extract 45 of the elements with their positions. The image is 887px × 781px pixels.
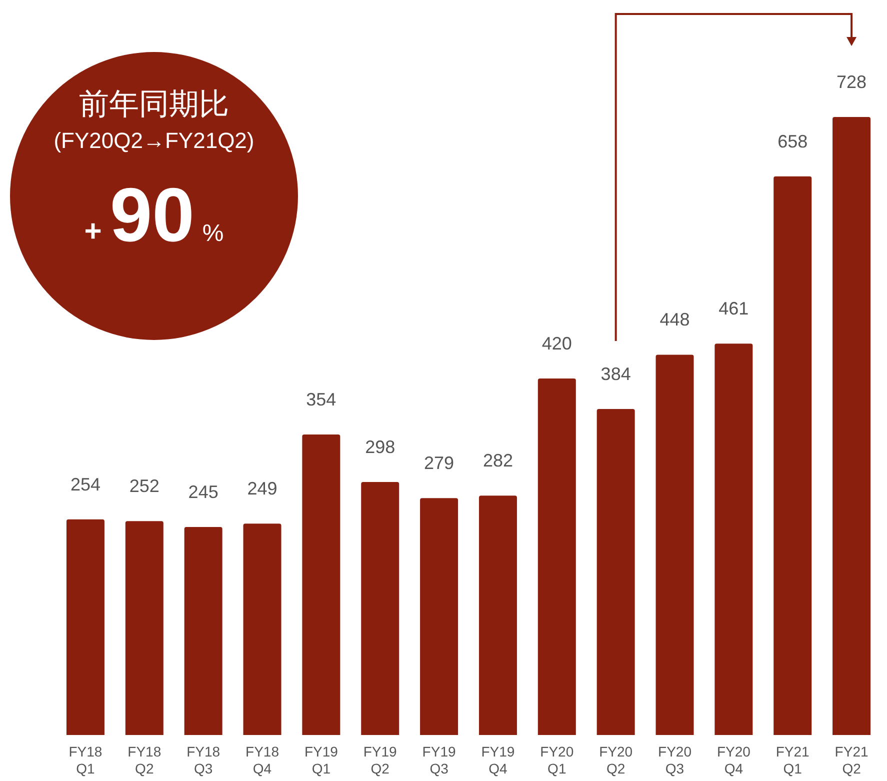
x-tick-label: FY19 Q1 [304, 744, 338, 776]
x-tick-label: FY20 Q2 [599, 744, 633, 776]
bar [538, 378, 576, 735]
bar [832, 117, 871, 735]
data-label: 245 [188, 482, 218, 502]
bar [774, 176, 812, 735]
data-label: 420 [542, 333, 572, 354]
annotation: 前年同期比 [78, 87, 230, 123]
bar [184, 527, 222, 735]
annotation: (FY20Q2→FY21Q2) [52, 128, 256, 154]
data-label: 461 [718, 298, 749, 319]
data-label: 252 [129, 476, 160, 496]
x-tick-label: FY18 Q4 [246, 744, 280, 776]
x-tick-label: FY19 Q2 [363, 744, 398, 776]
x-tick-label: FY20 Q3 [658, 744, 692, 776]
bar [596, 409, 635, 735]
data-label: 249 [247, 478, 278, 499]
annotation: +90% [84, 173, 224, 258]
x-tick-label: FY21 Q1 [776, 744, 810, 776]
data-label: 282 [482, 450, 513, 471]
x-tick-label: FY18 Q1 [68, 744, 102, 776]
data-label: 354 [306, 389, 336, 410]
x-tick-label: FY18 Q2 [128, 744, 162, 776]
bar [714, 344, 753, 735]
bar [302, 434, 340, 735]
data-label: 279 [424, 453, 454, 474]
x-tick-label: FY21 Q2 [834, 744, 868, 776]
x-tick-label: FY18 Q3 [186, 744, 220, 776]
bar [656, 354, 694, 735]
data-label: 384 [600, 364, 631, 384]
data-label: 448 [660, 310, 690, 330]
data-label: 728 [836, 72, 867, 92]
bar [420, 498, 458, 735]
x-tick-label: FY20 Q1 [540, 744, 574, 776]
data-label: 658 [778, 131, 808, 152]
bar [243, 524, 282, 735]
bar [66, 519, 104, 735]
x-tick-label: FY19 Q4 [481, 744, 515, 776]
data-label: 254 [70, 474, 100, 494]
x-tick-label: FY20 Q4 [716, 744, 751, 776]
bar [478, 496, 517, 735]
bar [361, 482, 400, 735]
x-tick-label: FY19 Q3 [422, 744, 456, 776]
data-label: 298 [365, 437, 396, 458]
bar [125, 521, 164, 735]
